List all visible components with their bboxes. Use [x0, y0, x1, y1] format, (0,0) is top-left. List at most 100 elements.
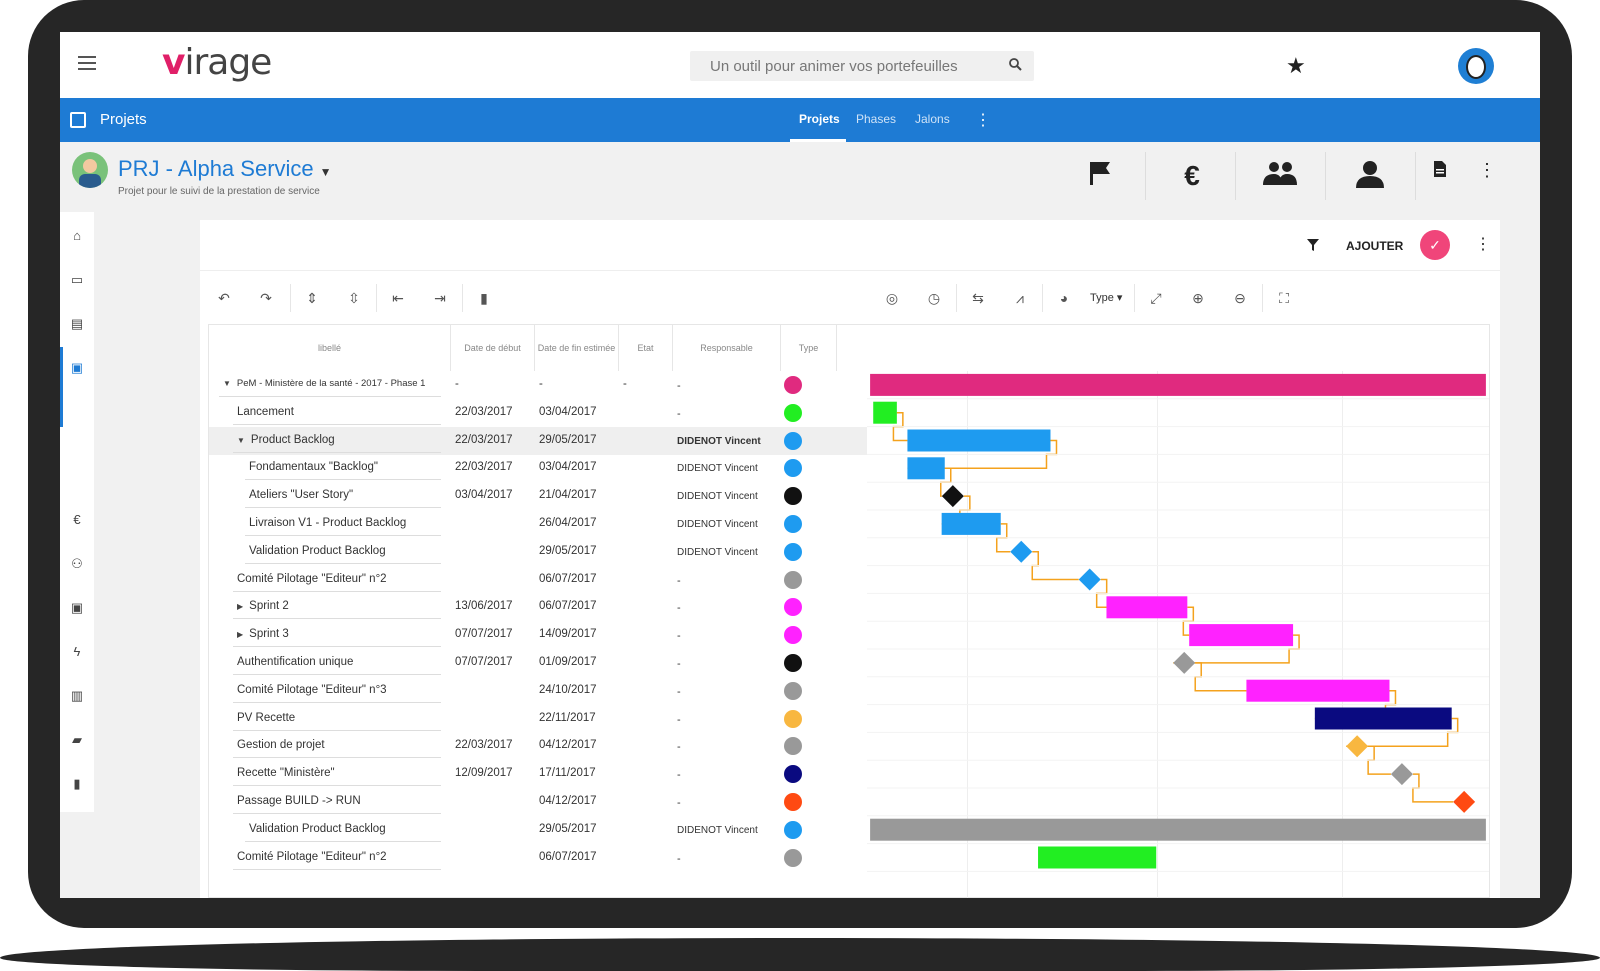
- start-date-cell[interactable]: 13/06/2017: [455, 600, 513, 613]
- end-date-cell[interactable]: 03/04/2017: [539, 461, 597, 474]
- start-date-cell[interactable]: 22/03/2017: [455, 739, 513, 752]
- task-label[interactable]: ▶ Sprint 2: [237, 600, 289, 612]
- type-color-dot[interactable]: [784, 403, 802, 422]
- gantt-milestone[interactable]: [1453, 790, 1476, 813]
- start-date-cell[interactable]: 22/03/2017: [455, 405, 513, 418]
- collapse-all-icon[interactable]: ⇕: [306, 290, 318, 306]
- type-color-dot[interactable]: [784, 654, 802, 672]
- search-icon[interactable]: [1009, 58, 1022, 74]
- gantt-milestone[interactable]: [1010, 540, 1033, 563]
- tag-icon[interactable]: ▭: [70, 272, 84, 287]
- task-label[interactable]: Ateliers "User Story": [249, 489, 353, 501]
- end-date-cell[interactable]: 01/09/2017: [539, 656, 597, 668]
- table-row[interactable]: Comité Pilotage "Editeur" n°2 06/07/2017 -: [209, 844, 867, 872]
- column-header-end[interactable]: Date de fin estimée: [535, 325, 619, 371]
- favorite-star-icon[interactable]: ★: [1286, 53, 1306, 78]
- table-row[interactable]: ▶ Sprint 3 07/07/2017 14/09/2017 -: [209, 621, 867, 649]
- task-label[interactable]: Lancement: [237, 406, 294, 418]
- start-date-cell[interactable]: 03/04/2017: [455, 489, 513, 502]
- end-date-cell[interactable]: 06/07/2017: [539, 850, 597, 863]
- gantt-bar[interactable]: [1106, 596, 1188, 619]
- responsable-cell[interactable]: -: [677, 713, 681, 726]
- hamburger-menu-icon[interactable]: [78, 56, 96, 72]
- fullscreen-icon[interactable]: ⛶: [1279, 290, 1289, 306]
- table-row[interactable]: Comité Pilotage "Editeur" n°3 24/10/2017 -: [209, 677, 867, 705]
- end-date-cell[interactable]: 04/12/2017: [539, 739, 597, 752]
- expand-icon[interactable]: ▶: [237, 602, 244, 612]
- gantt-milestone[interactable]: [1173, 651, 1196, 674]
- tab-phases[interactable]: Phases: [856, 112, 897, 126]
- responsable-cell[interactable]: DIDENOT Vincent: [677, 519, 758, 530]
- card-icon[interactable]: ▤: [70, 316, 84, 331]
- type-color-dot[interactable]: [784, 709, 802, 728]
- type-color-dot[interactable]: [784, 765, 802, 784]
- gantt-bar[interactable]: [873, 401, 897, 424]
- task-label[interactable]: ▶ Sprint 3: [237, 628, 289, 640]
- task-label[interactable]: Validation Product Backlog: [249, 823, 386, 835]
- table-row[interactable]: Lancement 22/03/2017 03/04/2017 -: [209, 399, 867, 427]
- card-more-icon[interactable]: ⋮: [1475, 236, 1491, 253]
- column-header-type[interactable]: Type: [781, 325, 837, 371]
- type-color-dot[interactable]: [784, 376, 802, 394]
- expand-icon[interactable]: ▶: [237, 630, 244, 640]
- responsable-cell[interactable]: -: [677, 630, 681, 643]
- flag-icon[interactable]: [1080, 160, 1120, 193]
- table-row[interactable]: ▶ Sprint 2 13/06/2017 06/07/2017 -: [209, 593, 867, 621]
- responsable-cell[interactable]: DIDENOT Vincent: [677, 435, 761, 447]
- start-date-cell[interactable]: 22/03/2017: [455, 433, 513, 446]
- search-input[interactable]: Un outil pour animer vos portefeuilles: [690, 51, 1034, 81]
- responsable-cell[interactable]: -: [677, 602, 681, 615]
- tab-jalons[interactable]: Jalons: [915, 112, 950, 126]
- redo-icon[interactable]: ↷: [260, 290, 272, 306]
- task-label[interactable]: Comité Pilotage "Editeur" n°2: [237, 851, 387, 863]
- responsable-cell[interactable]: -: [677, 407, 681, 420]
- add-button[interactable]: AJOUTER: [1346, 239, 1404, 253]
- flash-icon[interactable]: ϟ: [73, 644, 81, 659]
- validate-button[interactable]: ✓: [1420, 230, 1450, 260]
- type-color-dot[interactable]: [784, 626, 802, 645]
- zoom-in-icon[interactable]: ⊕: [1192, 290, 1204, 306]
- type-color-dot[interactable]: [784, 598, 802, 617]
- end-date-cell[interactable]: 24/10/2017: [539, 683, 597, 696]
- type-color-dot[interactable]: [784, 431, 802, 450]
- end-date-cell[interactable]: 26/04/2017: [539, 517, 597, 529]
- start-date-cell[interactable]: 07/07/2017: [455, 656, 513, 668]
- responsable-cell[interactable]: DIDENOT Vincent: [677, 824, 758, 836]
- collapse-icon[interactable]: ▼: [223, 379, 231, 388]
- table-row[interactable]: Fondamentaux "Backlog" 22/03/2017 03/04/20…: [209, 454, 867, 482]
- gantt-bar[interactable]: [870, 818, 1486, 841]
- more-options-icon[interactable]: ⋮: [975, 112, 991, 129]
- responsable-cell[interactable]: DIDENOT Vincent: [677, 491, 758, 503]
- palette-icon[interactable]: ◕: [1059, 290, 1069, 306]
- table-row[interactable]: Authentification unique 07/07/2017 01/09/2…: [209, 649, 867, 677]
- task-label[interactable]: Livraison V1 - Product Backlog: [249, 517, 406, 529]
- table-row[interactable]: Gestion de projet 22/03/2017 04/12/2017 -: [209, 732, 867, 760]
- table-row[interactable]: Validation Product Backlog 29/05/2017 DIDE…: [209, 816, 867, 844]
- task-label[interactable]: Fondamentaux "Backlog": [249, 461, 378, 473]
- table-row[interactable]: ▼ PeM - Ministère de la santé - 2017 - Ph…: [209, 371, 867, 399]
- responsable-cell[interactable]: -: [677, 380, 681, 392]
- task-label[interactable]: Recette "Ministère": [237, 767, 335, 779]
- team-icon[interactable]: [1260, 160, 1300, 193]
- outdent-icon[interactable]: ⇤: [392, 290, 404, 306]
- gantt-bar[interactable]: [1314, 707, 1452, 730]
- type-color-dot[interactable]: [784, 848, 802, 867]
- clipboard-icon[interactable]: ▥: [70, 688, 84, 703]
- target-icon[interactable]: ◎: [885, 290, 899, 306]
- task-label[interactable]: ▼ PeM - Ministère de la santé - 2017 - Ph…: [223, 378, 425, 389]
- responsable-cell[interactable]: -: [677, 658, 681, 670]
- end-date-cell[interactable]: 17/11/2017: [539, 767, 596, 780]
- etat-cell[interactable]: -: [623, 378, 627, 390]
- gantt-bar[interactable]: [907, 457, 945, 480]
- gantt-milestone[interactable]: [1390, 763, 1413, 786]
- compress-icon[interactable]: ⇆: [972, 290, 984, 306]
- responsable-cell[interactable]: DIDENOT Vincent: [677, 463, 758, 475]
- task-label[interactable]: ▼ Product Backlog: [237, 434, 335, 446]
- end-date-cell[interactable]: 22/11/2017: [539, 711, 596, 724]
- type-color-dot[interactable]: [784, 515, 802, 533]
- chevron-down-icon[interactable]: ▼: [319, 165, 332, 179]
- gantt-bar[interactable]: [1038, 846, 1157, 869]
- table-row[interactable]: Livraison V1 - Product Backlog 26/04/2017…: [209, 510, 867, 538]
- zoom-out-icon[interactable]: ⊖: [1234, 290, 1246, 306]
- end-date-cell[interactable]: 29/05/2017: [539, 433, 597, 446]
